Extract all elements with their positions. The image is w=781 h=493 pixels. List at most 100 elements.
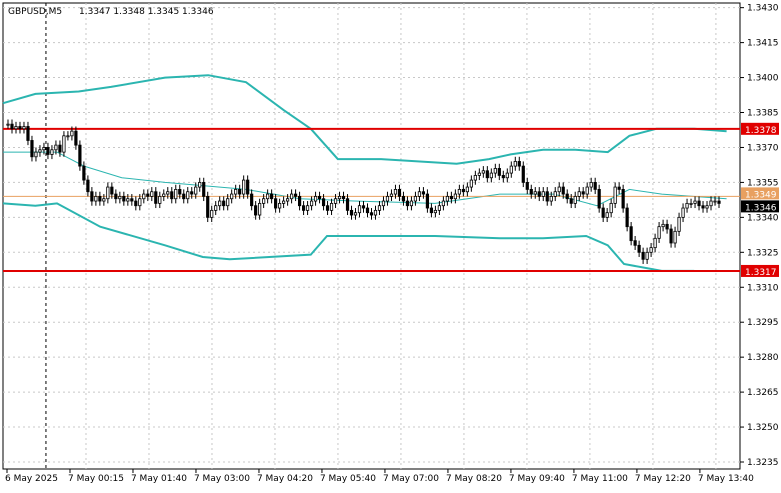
level-price-tag <box>741 264 779 277</box>
y-tick-label: 1.3385 <box>747 109 779 119</box>
candle-body <box>393 188 398 195</box>
candle-body <box>689 202 693 205</box>
candle-body <box>34 151 38 158</box>
candle-body <box>617 186 621 190</box>
candle-body <box>82 165 86 181</box>
candle-body <box>293 193 298 197</box>
candle-body <box>445 195 449 202</box>
chart-ohlc-readout: 1.3347 1.3348 1.3345 1.3346 <box>79 7 214 17</box>
candle-body <box>521 165 525 183</box>
candle-body <box>178 188 182 195</box>
axes: 1.34301.34151.34001.33851.33701.33551.33… <box>5 4 779 484</box>
candle-body <box>641 251 645 260</box>
candle-body <box>661 223 665 228</box>
candle-body <box>417 191 422 197</box>
candle-body <box>637 244 641 253</box>
x-tick-label: 7 May 12:20 <box>635 474 691 484</box>
candle-body <box>341 195 346 200</box>
candle-body <box>282 200 286 204</box>
y-tick-label: 1.3235 <box>747 458 779 468</box>
candle-body <box>26 126 30 141</box>
candle-body <box>513 161 517 167</box>
candle-body <box>437 205 441 211</box>
candle-body <box>717 200 721 204</box>
candle-body <box>465 186 469 193</box>
candle-body <box>150 191 154 197</box>
candle-body <box>353 212 358 216</box>
x-tick-label: 7 May 04:20 <box>257 474 313 484</box>
y-tick-label: 1.3355 <box>747 178 779 188</box>
candle-body <box>373 209 378 216</box>
candle-body <box>218 200 222 207</box>
candle-body <box>126 198 130 202</box>
candle-body <box>234 188 238 195</box>
candle-body <box>573 195 577 204</box>
level-price-label: 1.3317 <box>745 268 777 278</box>
candle-body <box>473 175 477 181</box>
candle-body <box>214 205 218 211</box>
x-tick-label: 7 May 13:40 <box>698 474 754 484</box>
candle-body <box>170 191 174 200</box>
candle-body <box>286 198 290 202</box>
bollinger-bands <box>2 74 727 272</box>
candle-body <box>361 205 366 209</box>
candle-body <box>517 161 521 167</box>
x-tick-label: 7 May 09:40 <box>509 474 565 484</box>
candle-body <box>605 212 609 218</box>
price-tags: 1.3378 1.3317 1.3349 1.3346 <box>741 122 779 278</box>
candle-body <box>94 195 98 202</box>
candle-body <box>561 186 565 195</box>
candle-body <box>254 205 258 216</box>
level-price-tag <box>741 122 779 135</box>
candle-body <box>146 193 150 197</box>
y-tick-label: 1.3325 <box>747 248 779 258</box>
candle-body <box>174 188 178 200</box>
candle-body <box>78 144 82 167</box>
candle-body <box>557 186 561 193</box>
candle-body <box>709 200 713 207</box>
candle-body <box>333 198 338 204</box>
candle-body <box>449 195 453 200</box>
candle-body <box>549 195 553 202</box>
candle-body <box>290 193 294 200</box>
bid-price-label: 1.3346 <box>745 203 777 213</box>
candle-body <box>429 207 434 214</box>
candle-body <box>130 198 134 202</box>
candle-body <box>158 195 162 204</box>
candle-body <box>122 195 126 202</box>
candle-body <box>493 168 497 174</box>
candle-body <box>425 193 430 209</box>
candle-body <box>597 188 601 209</box>
level-lines <box>3 127 740 272</box>
candle-body <box>501 175 505 179</box>
candle-body <box>621 188 625 209</box>
candle-body <box>138 198 142 207</box>
candle-body <box>577 191 581 197</box>
candle-body <box>633 240 637 246</box>
candle-body <box>413 195 418 202</box>
candle-body <box>409 200 414 207</box>
candle-body <box>485 170 489 179</box>
candle-body <box>321 198 326 207</box>
x-tick-label: 6 May 2025 <box>5 474 58 484</box>
candle-body <box>677 216 681 232</box>
candle-body <box>202 182 206 197</box>
y-tick-label: 1.3265 <box>747 388 779 398</box>
candle-body <box>589 182 593 188</box>
candle-body <box>545 191 549 202</box>
candle-body <box>317 195 322 200</box>
candle-body <box>62 135 66 153</box>
candle-body <box>469 179 473 188</box>
candle-body <box>210 209 214 218</box>
candle-body <box>206 195 210 218</box>
candle-body <box>226 198 230 207</box>
candle-body <box>349 209 354 216</box>
candle-body <box>453 193 457 200</box>
candle-body <box>609 202 613 214</box>
y-tick-label: 1.3280 <box>747 353 779 363</box>
candle-body <box>230 193 234 200</box>
candle-body <box>102 198 106 202</box>
candle-body <box>653 237 657 249</box>
